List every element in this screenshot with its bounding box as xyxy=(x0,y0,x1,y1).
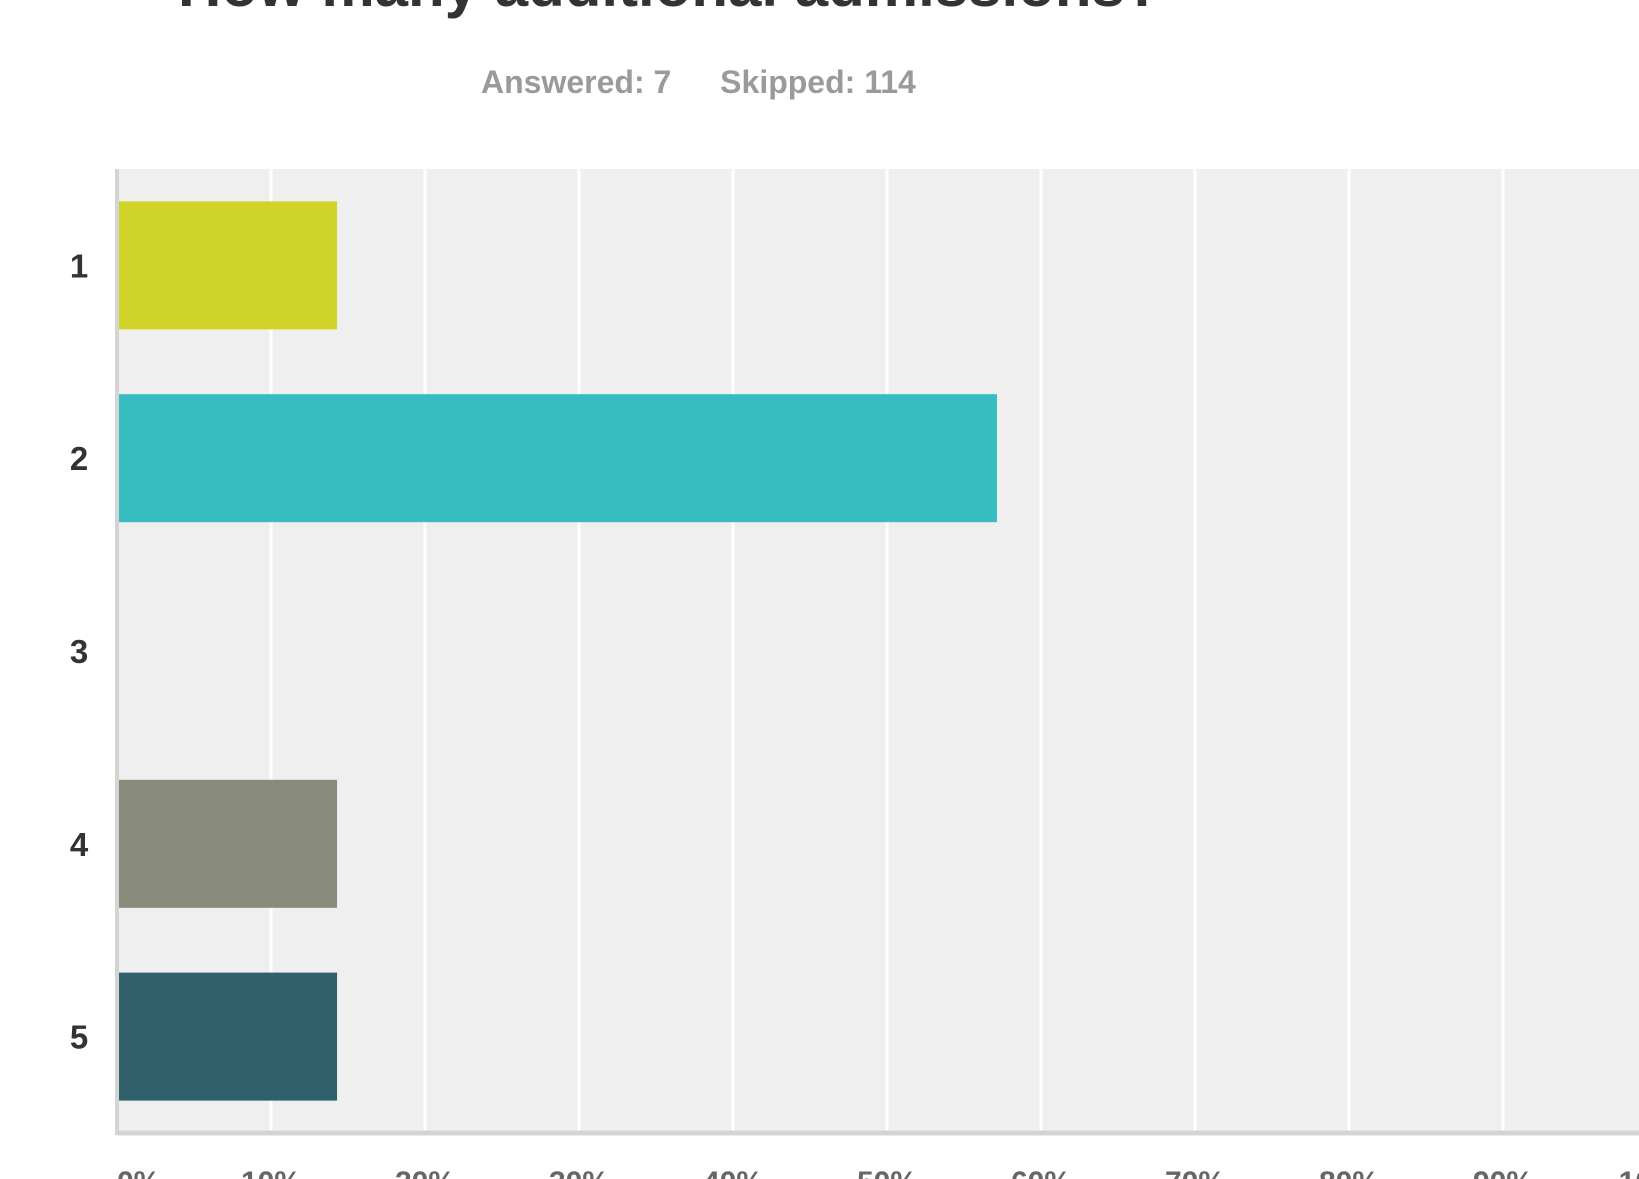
answered-count: Answered: 7 xyxy=(481,64,672,100)
category-label-3: 3 xyxy=(70,633,88,670)
bar-1 xyxy=(118,201,338,330)
x-tick-label: 60% xyxy=(1011,1166,1071,1179)
x-tick-label: 100% xyxy=(1619,1166,1639,1179)
category-label-2: 2 xyxy=(70,440,88,477)
bar-5 xyxy=(118,972,338,1101)
plot-area xyxy=(117,169,1639,1133)
x-tick-label: 50% xyxy=(857,1166,917,1179)
x-tick-label: 90% xyxy=(1473,1166,1533,1179)
category-labels: 1 2 3 4 5 xyxy=(70,247,89,1055)
skipped-count: Skipped: 114 xyxy=(720,64,916,100)
bars xyxy=(118,201,997,1101)
bar-2 xyxy=(118,394,997,523)
x-tick-label: 20% xyxy=(395,1166,455,1179)
x-tick-label: 40% xyxy=(703,1166,763,1179)
bar-4 xyxy=(118,779,338,908)
axes xyxy=(115,169,1639,1136)
x-tick-label: 10% xyxy=(241,1166,301,1179)
gridlines xyxy=(269,169,1505,1133)
x-tick-label: 70% xyxy=(1165,1166,1225,1179)
x-tick-label: 80% xyxy=(1319,1166,1379,1179)
x-tick-label: 30% xyxy=(549,1166,609,1179)
category-label-1: 1 xyxy=(70,247,88,284)
x-tick-labels: 0% 10% 20% 30% 40% 50% 60% 70% 80% 90% 100% xyxy=(117,1166,1639,1179)
x-tick-label: 0% xyxy=(117,1166,160,1179)
category-label-4: 4 xyxy=(70,826,89,863)
question-title: How many additional admissions? xyxy=(178,0,1162,16)
category-label-5: 5 xyxy=(70,1019,88,1056)
response-summary: Answered: 7 Skipped: 114 xyxy=(481,64,916,101)
